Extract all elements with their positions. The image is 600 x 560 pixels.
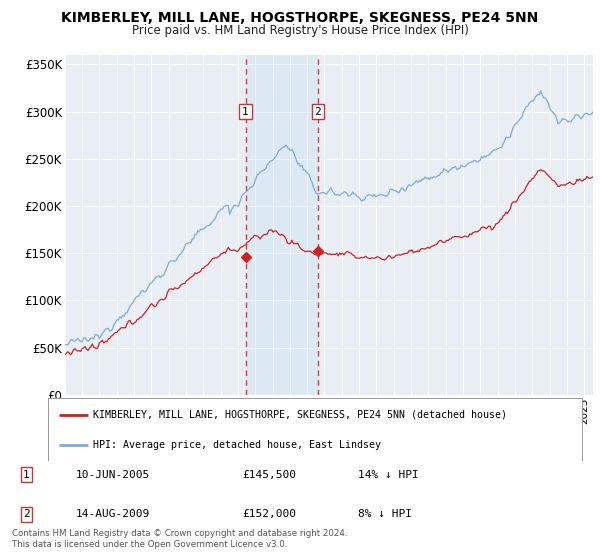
Bar [245,55,318,395]
Text: 2: 2 [314,106,321,116]
Text: 1: 1 [242,106,249,116]
Text: 1: 1 [23,470,30,480]
Text: 2: 2 [23,509,30,519]
Text: Contains HM Land Registry data © Crown copyright and database right 2024.
This d: Contains HM Land Registry data © Crown c… [12,529,347,549]
Text: 10-JUN-2005: 10-JUN-2005 [76,470,149,480]
Text: £145,500: £145,500 [242,470,296,480]
Text: KIMBERLEY, MILL LANE, HOGSTHORPE, SKEGNESS, PE24 5NN (detached house): KIMBERLEY, MILL LANE, HOGSTHORPE, SKEGNE… [94,410,508,420]
Text: 14% ↓ HPI: 14% ↓ HPI [358,470,418,480]
Text: KIMBERLEY, MILL LANE, HOGSTHORPE, SKEGNESS, PE24 5NN: KIMBERLEY, MILL LANE, HOGSTHORPE, SKEGNE… [61,11,539,25]
Text: £152,000: £152,000 [242,509,296,519]
Text: 14-AUG-2009: 14-AUG-2009 [76,509,149,519]
Text: HPI: Average price, detached house, East Lindsey: HPI: Average price, detached house, East… [94,440,382,450]
Text: Price paid vs. HM Land Registry's House Price Index (HPI): Price paid vs. HM Land Registry's House … [131,24,469,36]
Text: 8% ↓ HPI: 8% ↓ HPI [358,509,412,519]
